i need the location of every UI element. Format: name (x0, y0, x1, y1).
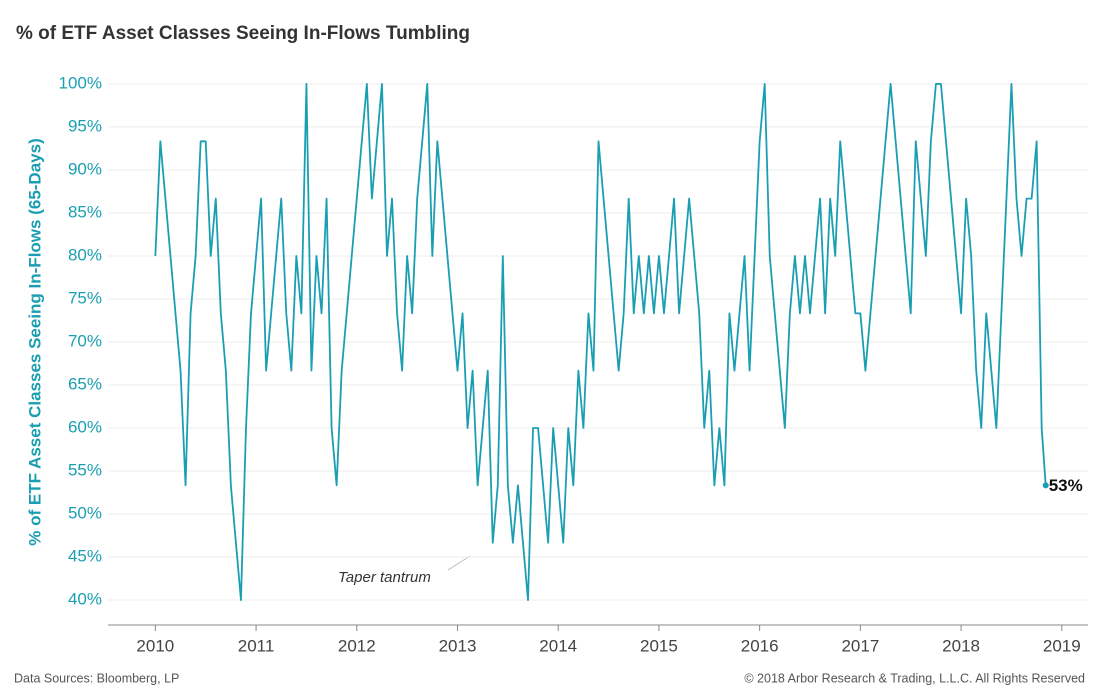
copyright-note: © 2018 Arbor Research & Trading, L.L.C. … (744, 671, 1085, 685)
annotation-leader (447, 555, 471, 571)
x-tick-label: 2010 (136, 636, 174, 655)
y-tick-label: 90% (68, 159, 102, 178)
x-tick-label: 2016 (741, 636, 779, 655)
x-tick-label: 2019 (1043, 636, 1081, 655)
x-tick-label: 2017 (841, 636, 879, 655)
x-tick-label: 2015 (640, 636, 678, 655)
x-tick-label: 2012 (338, 636, 376, 655)
y-tick-label: 60% (68, 417, 102, 436)
x-tick-label: 2011 (238, 636, 275, 655)
y-tick-label: 80% (68, 245, 102, 264)
source-note: Data Sources: Bloomberg, LP (14, 671, 179, 685)
x-tick-label: 2013 (439, 636, 477, 655)
y-tick-label: 100% (59, 73, 102, 92)
y-tick-label: 75% (68, 288, 102, 307)
annotation: Taper tantrum (338, 569, 431, 586)
y-tick-label: 70% (68, 331, 102, 350)
chart-title: % of ETF Asset Classes Seeing In-Flows T… (16, 23, 470, 44)
y-tick-label: 95% (68, 116, 102, 135)
y-tick-label: 55% (68, 461, 102, 480)
y-tick-label: 45% (68, 547, 102, 566)
y-tick-label: 85% (68, 202, 102, 221)
data-line (154, 83, 1047, 601)
y-tick-label: 40% (68, 590, 102, 609)
end-point (1042, 482, 1049, 489)
y-tick-label: 50% (68, 504, 102, 523)
x-tick-label: 2018 (942, 636, 980, 655)
end-label: 53% (1049, 476, 1083, 495)
y-tick-label: 65% (68, 374, 102, 393)
x-tick-label: 2014 (539, 636, 577, 655)
y-axis-label: % of ETF Asset Classes Seeing In-Flows (… (25, 138, 44, 546)
